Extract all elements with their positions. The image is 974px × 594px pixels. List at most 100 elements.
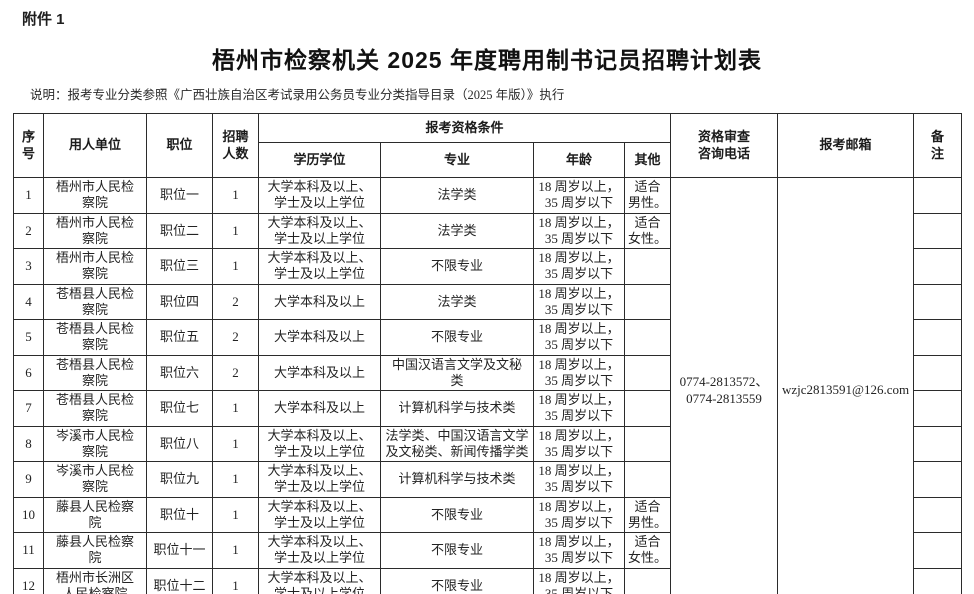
- cell-major: 法学类: [380, 283, 534, 320]
- cell-other: [623, 567, 672, 594]
- cell-no: 11: [13, 532, 44, 569]
- cell-education: 大学本科及以上: [258, 354, 381, 391]
- cell-major: 法学类: [380, 177, 534, 214]
- cell-education: 大学本科及以上: [258, 390, 381, 427]
- cell-phone: 0774-2813572、 0774-2813559: [670, 177, 779, 594]
- cell-remark: [913, 212, 963, 249]
- cell-major: 不限专业: [380, 532, 534, 569]
- table-row: 9 岑溪市人民检 察院 职位九 1 大学本科及以上、 学士及以上学位 计算机科学与技术类 1…: [13, 461, 963, 498]
- cell-other: [623, 354, 672, 391]
- cell-count: 2: [212, 283, 259, 320]
- cell-no: 3: [13, 248, 44, 285]
- cell-remark: [913, 283, 963, 320]
- cell-no: 1: [13, 177, 44, 214]
- cell-count: 1: [212, 390, 259, 427]
- table-row: 6 苍梧县人民检 察院 职位六 2 大学本科及以上 中国汉语言文学及文秘 类 18 周岁以上…: [13, 354, 963, 391]
- cell-major: 计算机科学与技术类: [380, 390, 534, 427]
- cell-age: 18 周岁以上， 35 周岁以下: [533, 390, 625, 427]
- header-age: 年龄: [533, 142, 625, 178]
- cell-count: 1: [212, 248, 259, 285]
- cell-no: 6: [13, 354, 44, 391]
- cell-major: 不限专业: [380, 319, 534, 356]
- cell-major: 法学类: [380, 212, 534, 249]
- cell-other: 适合 女性。: [623, 212, 672, 249]
- cell-major: 不限专业: [380, 248, 534, 285]
- cell-major: 计算机科学与技术类: [380, 461, 534, 498]
- cell-remark: [913, 425, 963, 462]
- cell-remark: [913, 354, 963, 391]
- cell-position: 职位十一: [146, 532, 213, 569]
- table-row: 11 藤县人民检察 院职位十一 1 大学本科及以上、 学士及以上学位 不限专业 18 周岁…: [13, 532, 963, 569]
- table-row: 10 藤县人民检察 院职位十 1 大学本科及以上、 学士及以上学位 不限专业 18 周岁以…: [13, 496, 963, 533]
- cell-employer: 梧州市人民检 察院: [43, 177, 147, 214]
- cell-position: 职位一: [146, 177, 213, 214]
- cell-age: 18 周岁以上， 35 周岁以下: [533, 496, 625, 533]
- cell-count: 1: [212, 496, 259, 533]
- table-row: 4 苍梧县人民检 察院 职位四 2 大学本科及以上 法学类 18 周岁以上， 35 周岁以下: [13, 283, 963, 320]
- cell-age: 18 周岁以上， 35 周岁以下: [533, 354, 625, 391]
- cell-major: 中国汉语言文学及文秘 类: [380, 354, 534, 391]
- cell-count: 1: [212, 461, 259, 498]
- cell-remark: [913, 390, 963, 427]
- cell-age: 18 周岁以上， 35 周岁以下: [533, 283, 625, 320]
- cell-no: 8: [13, 425, 44, 462]
- cell-education: 大学本科及以上、 学士及以上学位: [258, 567, 381, 594]
- cell-position: 职位六: [146, 354, 213, 391]
- cell-count: 1: [212, 212, 259, 249]
- header-employer: 用人单位: [43, 113, 147, 178]
- cell-other: [623, 425, 672, 462]
- cell-no: 5: [13, 319, 44, 356]
- cell-employer: 梧州市长洲区 人民检察院: [43, 567, 147, 594]
- cell-other: [623, 248, 672, 285]
- cell-position: 职位九: [146, 461, 213, 498]
- header-count: 招聘 人数: [212, 113, 259, 178]
- cell-education: 大学本科及以上、 学士及以上学位: [258, 496, 381, 533]
- cell-education: 大学本科及以上、 学士及以上学位: [258, 425, 381, 462]
- header-other: 其他: [623, 142, 672, 178]
- cell-employer: 苍梧县人民检 察院: [43, 354, 147, 391]
- cell-other: [623, 390, 672, 427]
- cell-no: 2: [13, 212, 44, 249]
- cell-position: 职位二: [146, 212, 213, 249]
- cell-position: 职位七: [146, 390, 213, 427]
- cell-position: 职位十: [146, 496, 213, 533]
- cell-age: 18 周岁以上， 35 周岁以下: [533, 461, 625, 498]
- cell-other: [623, 319, 672, 356]
- cell-age: 18 周岁以上， 35 周岁以下: [533, 177, 625, 214]
- cell-other: 适合 女性。: [623, 532, 672, 569]
- header-remark: 备 注: [913, 113, 963, 178]
- table-row: 7 苍梧县人民检 察院 职位七 1 大学本科及以上 计算机科学与技术类 18 周岁以上， 3…: [13, 390, 963, 427]
- cell-major: 不限专业: [380, 567, 534, 594]
- cell-employer: 岑溪市人民检 察院: [43, 425, 147, 462]
- cell-count: 2: [212, 319, 259, 356]
- table-header: 序 号 用人单位 职位 招聘 人数 报考资格条件 资格审查 咨询电话 报考邮箱 …: [13, 113, 963, 178]
- header-phone: 资格审查 咨询电话: [670, 113, 779, 178]
- cell-age: 18 周岁以上， 35 周岁以下: [533, 212, 625, 249]
- cell-count: 2: [212, 354, 259, 391]
- cell-major: 不限专业: [380, 496, 534, 533]
- cell-count: 1: [212, 177, 259, 214]
- cell-employer: 藤县人民检察 院: [43, 532, 147, 569]
- cell-age: 18 周岁以上， 35 周岁以下: [533, 425, 625, 462]
- cell-count: 1: [212, 532, 259, 569]
- cell-education: 大学本科及以上: [258, 319, 381, 356]
- cell-remark: [913, 177, 963, 214]
- cell-count: 1: [212, 567, 259, 594]
- cell-employer: 苍梧县人民检 察院: [43, 319, 147, 356]
- table-row: 1 梧州市人民检 察院 职位一 1 大学本科及以上、 学士及以上学位 法学类 18 周岁以上…: [13, 177, 963, 594]
- cell-age: 18 周岁以上， 35 周岁以下: [533, 567, 625, 594]
- cell-employer: 梧州市人民检 察院: [43, 248, 147, 285]
- cell-employer: 藤县人民检察 院: [43, 496, 147, 533]
- cell-other: [623, 461, 672, 498]
- header-no: 序 号: [13, 113, 44, 178]
- cell-employer: 苍梧县人民检 察院: [43, 283, 147, 320]
- table-row: 12 梧州市长洲区 人民检察院 职位十二 1 大学本科及以上、 学士及以上学位 不限专业 1…: [13, 567, 963, 594]
- cell-position: 职位八: [146, 425, 213, 462]
- table-row: 2 梧州市人民检 察院 职位二 1 大学本科及以上、 学士及以上学位 法学类 18 周岁以上…: [13, 212, 963, 249]
- cell-count: 1: [212, 425, 259, 462]
- table-row: 5 苍梧县人民检 察院 职位五 2 大学本科及以上 不限专业 18 周岁以上， 35 周岁以…: [13, 319, 963, 356]
- cell-no: 7: [13, 390, 44, 427]
- attachment-label: 附件 1: [22, 11, 65, 28]
- cell-position: 职位五: [146, 319, 213, 356]
